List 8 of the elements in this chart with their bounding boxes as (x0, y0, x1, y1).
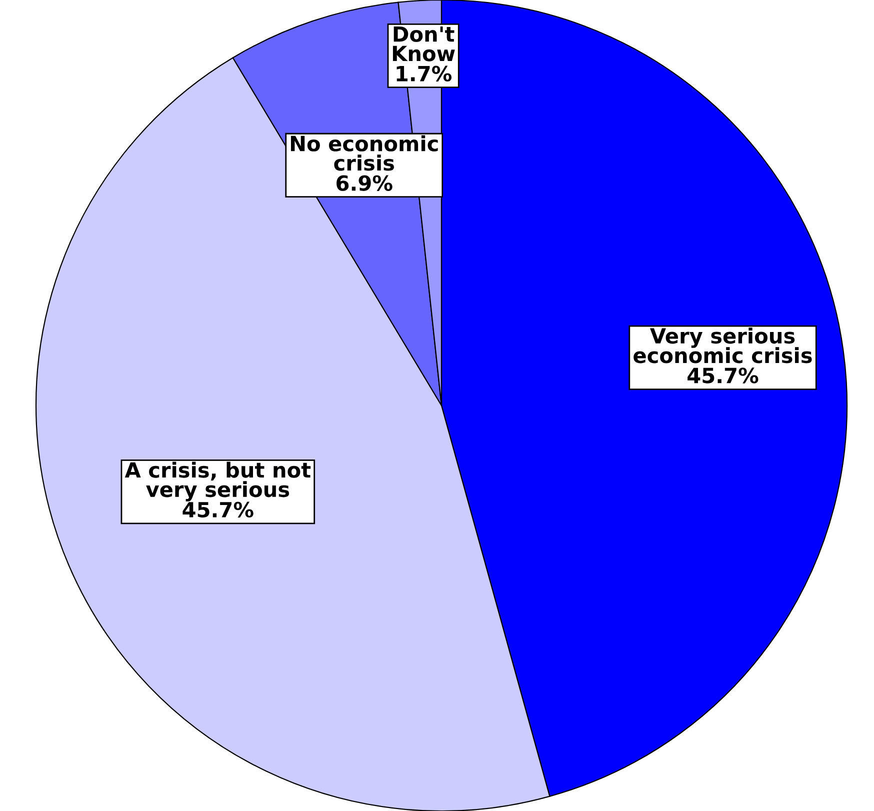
slice-label: A crisis, but not very serious (124, 462, 311, 502)
slice-label: Very serious economic crisis (634, 328, 812, 364)
slice-label: Don't Know (392, 26, 455, 62)
data-label: 45.7% (182, 502, 254, 518)
data-label: 6.9% (336, 175, 392, 191)
data-label: 45.7% (688, 368, 758, 384)
slice-label: No economic crisis (290, 135, 438, 171)
data-label: 1.7% (396, 66, 452, 82)
